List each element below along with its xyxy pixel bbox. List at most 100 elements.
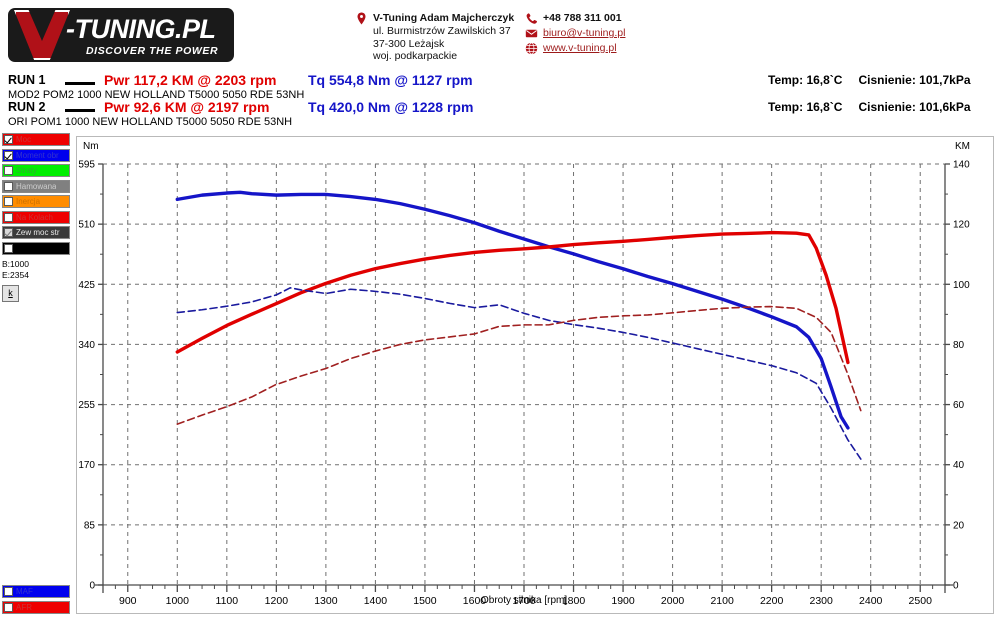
channel-blank[interactable] bbox=[2, 241, 70, 255]
channel-afr[interactable]: AFR bbox=[2, 600, 70, 614]
y-axis-tick-label: 0 bbox=[89, 581, 95, 592]
channel-label: AFR bbox=[16, 602, 32, 612]
y-axis-tick-label: 255 bbox=[78, 400, 95, 411]
checkbox-icon[interactable] bbox=[4, 181, 13, 191]
y-axis-tick-label: 85 bbox=[84, 520, 96, 531]
channel-legend-panel: Moc Moment obr Straty Hamowana Inercja Na Kol… bbox=[2, 133, 72, 302]
x-axis-tick-label: 1700 bbox=[512, 595, 536, 607]
y-axis-tick-label: 170 bbox=[78, 460, 95, 471]
phone-icon bbox=[526, 13, 538, 24]
run-description: MOD2 POM2 1000 NEW HOLLAND T5000 5050 RD… bbox=[8, 89, 305, 101]
run-power-readout: Pwr 92,6 KM @ 2197 rpm bbox=[104, 99, 270, 115]
run-line-swatch bbox=[65, 109, 95, 112]
y-axis-tick-label: 510 bbox=[78, 220, 95, 231]
channel-moment-obr[interactable]: Moment obr bbox=[2, 148, 70, 162]
x-axis-tick-label: 1000 bbox=[166, 595, 190, 607]
y-axis-tick-label: 595 bbox=[78, 160, 95, 171]
y2-axis-unit-label: KM bbox=[955, 141, 970, 152]
range-begin: B:1000 bbox=[2, 258, 29, 269]
channel-label: MAF bbox=[16, 587, 33, 596]
checkbox-icon[interactable] bbox=[4, 587, 13, 596]
checkbox-icon[interactable] bbox=[4, 166, 13, 175]
run-temp: Temp: 16,8`C bbox=[768, 73, 843, 87]
map-pin-icon bbox=[357, 12, 366, 25]
x-axis-tick-label: 1500 bbox=[413, 595, 437, 607]
y-axis-unit-label: Nm bbox=[83, 141, 99, 152]
contact-street: ul. Burmistrzów Zawilskich 37 bbox=[373, 25, 511, 37]
run-torque-readout: Tq 420,0 Nm @ 1228 rpm bbox=[308, 99, 474, 115]
range-end: E:2354 bbox=[2, 269, 29, 280]
logo-tagline: DISCOVER THE POWER bbox=[86, 45, 219, 57]
channel-label: Moment obr bbox=[16, 150, 59, 160]
logo-v-shape-icon bbox=[14, 10, 70, 60]
run-pressure: Cisnienie: 101,7kPa bbox=[858, 73, 971, 87]
run-label: RUN 2 bbox=[8, 100, 46, 114]
run-torque-readout: Tq 554,8 Nm @ 1127 rpm bbox=[308, 72, 473, 88]
y2-axis-tick-label: 120 bbox=[953, 220, 970, 231]
channel-straty[interactable]: Straty bbox=[2, 164, 70, 177]
x-axis-tick-label: 2500 bbox=[909, 595, 933, 607]
channel-label: Hamowana bbox=[16, 181, 57, 191]
globe-icon[interactable] bbox=[525, 42, 538, 55]
contact-address-block: V-Tuning Adam Majcherczyk ul. Burmistrzó… bbox=[355, 12, 535, 63]
x-axis-tick-label: 2000 bbox=[661, 595, 685, 607]
dyno-chart: Nm KM 0 85 170 255 340 425 510 595 0 20 40 60 80 100 1… bbox=[76, 136, 994, 614]
logo-wordmark: -TUNING.PL bbox=[66, 14, 216, 44]
run-summary-panel: RUN 1 Pwr 117,2 KM @ 2203 rpm Tq 554,8 N… bbox=[0, 70, 1000, 132]
channel-na-kolach[interactable]: Na Kolach bbox=[2, 210, 70, 224]
channel-label: Zew moc str bbox=[16, 228, 60, 237]
run-pressure: Cisnienie: 101,6kPa bbox=[858, 100, 971, 114]
series-line bbox=[176, 287, 862, 460]
x-axis-title: Obroty silnika [rpm] bbox=[481, 595, 568, 606]
rpm-range-readout: B:1000 E:2354 bbox=[2, 259, 72, 281]
run-power-readout: Pwr 117,2 KM @ 2203 rpm bbox=[104, 72, 277, 88]
run-temp: Temp: 16,8`C bbox=[768, 100, 843, 114]
checkbox-icon[interactable] bbox=[4, 212, 13, 222]
y2-axis-tick-label: 60 bbox=[953, 400, 965, 411]
x-axis-tick-label: 1800 bbox=[562, 595, 586, 607]
checkbox-icon[interactable] bbox=[4, 243, 13, 253]
channel-maf[interactable]: MAF bbox=[2, 585, 70, 598]
x-axis-tick-label: 2100 bbox=[710, 595, 734, 607]
run-environment: Temp: 16,8`C Cisnienie: 101,6kPa bbox=[768, 100, 971, 114]
bottom-channel-panel: MAF AFR bbox=[2, 585, 72, 616]
contact-channels-block: +48 788 311 001 biuro@v-tuning.pl www.v-… bbox=[525, 12, 725, 55]
contact-phone: +48 788 311 001 bbox=[543, 12, 622, 24]
y2-axis-tick-label: 40 bbox=[953, 460, 965, 471]
channel-label: Straty bbox=[16, 166, 37, 175]
contact-region: woj. podkarpackie bbox=[373, 50, 458, 63]
channel-inercja[interactable]: Inercja bbox=[2, 195, 70, 208]
contact-website-link[interactable]: www.v-tuning.pl bbox=[543, 42, 617, 54]
contact-company: V-Tuning Adam Majcherczyk bbox=[373, 12, 515, 24]
y2-axis-tick-label: 140 bbox=[953, 160, 970, 171]
page-header: -TUNING.PL DISCOVER THE POWER V-Tuning A… bbox=[0, 0, 1000, 70]
run-environment: Temp: 16,8`C Cisnienie: 101,7kPa bbox=[768, 73, 971, 87]
checkbox-icon[interactable] bbox=[4, 150, 13, 160]
y2-axis-tick-label: 100 bbox=[953, 280, 970, 291]
y2-axis-tick-label: 20 bbox=[953, 520, 965, 531]
checkbox-icon[interactable] bbox=[4, 135, 13, 144]
x-axis-tick-label: 1100 bbox=[216, 595, 239, 607]
y-axis-tick-label: 340 bbox=[78, 340, 95, 351]
brand-logo: -TUNING.PL DISCOVER THE POWER bbox=[8, 8, 234, 62]
checkbox-icon[interactable] bbox=[4, 228, 13, 237]
x-axis-tick-label: 1600 bbox=[463, 595, 487, 607]
envelope-icon[interactable] bbox=[525, 27, 538, 40]
x-axis-tick-label: 1400 bbox=[364, 595, 388, 607]
x-axis-tick-label: 2400 bbox=[859, 595, 883, 607]
x-axis-tick-label: 1200 bbox=[265, 595, 289, 607]
y2-axis-tick-label: 0 bbox=[953, 581, 959, 592]
run-label: RUN 1 bbox=[8, 73, 46, 87]
k-button[interactable]: k bbox=[2, 284, 19, 302]
y2-axis-tick-label: 80 bbox=[953, 340, 965, 351]
checkbox-icon[interactable] bbox=[4, 197, 13, 206]
plot-canvas: 0 85 170 255 340 425 510 595 0 20 40 60 80 100 120 140 9… bbox=[78, 160, 970, 608]
checkbox-icon[interactable] bbox=[4, 602, 13, 612]
channel-label: Moc bbox=[16, 135, 32, 144]
channel-moc[interactable]: Moc bbox=[2, 133, 70, 146]
channel-zew-moc-str[interactable]: Zew moc str bbox=[2, 226, 70, 239]
channel-hamowana[interactable]: Hamowana bbox=[2, 179, 70, 193]
contact-city: 37-300 Leżajsk bbox=[373, 37, 445, 50]
contact-email-link[interactable]: biuro@v-tuning.pl bbox=[543, 27, 626, 39]
x-axis-tick-label: 900 bbox=[119, 595, 137, 607]
